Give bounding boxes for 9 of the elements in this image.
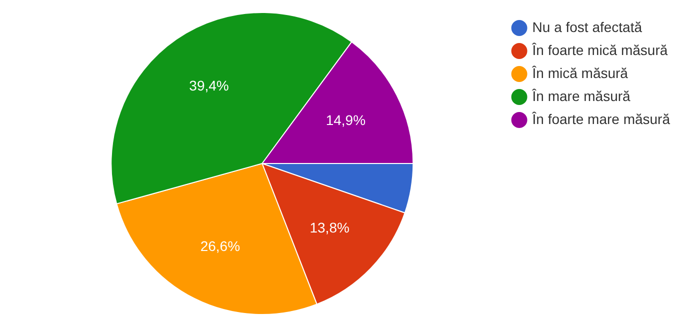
legend-label: În foarte mică măsură	[531, 42, 668, 58]
legend-label: În mare măsură	[531, 88, 631, 104]
legend-label: În mică măsură	[531, 64, 628, 81]
legend-label: Nu a fost afectată	[532, 18, 642, 35]
data-label: 39,4%	[189, 77, 229, 94]
data-label: 14,9%	[326, 112, 366, 128]
legend-label: În foarte mare măsură	[531, 110, 670, 127]
data-label: 26,6%	[200, 238, 240, 254]
data-label: 13,8%	[310, 219, 350, 236]
